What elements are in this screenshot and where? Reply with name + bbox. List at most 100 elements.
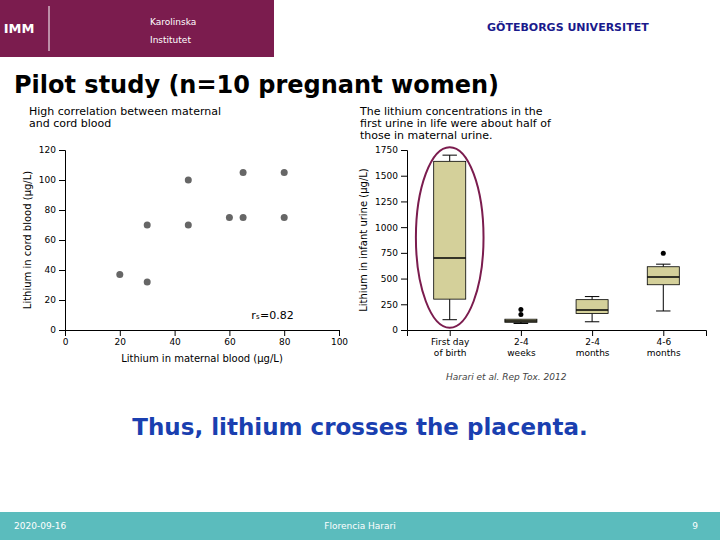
tick-label: 1750 <box>375 145 398 155</box>
tick: 1500 <box>375 171 407 181</box>
points <box>116 169 287 286</box>
point <box>281 214 288 221</box>
whisker-low <box>592 314 593 322</box>
tick: 80 <box>45 205 65 215</box>
median <box>434 257 466 259</box>
tick: 1000 <box>375 223 407 233</box>
point <box>144 222 151 229</box>
box <box>505 307 537 323</box>
tick: 0 <box>392 325 407 335</box>
tick-label: 40 <box>169 337 181 347</box>
cap-low <box>656 310 670 311</box>
tick-mark <box>175 330 176 336</box>
tick: 80 <box>279 330 291 347</box>
tick-mark <box>401 253 407 254</box>
tick-mark <box>229 330 230 336</box>
median <box>647 276 679 278</box>
header-right-text: GÖTEBORGS UNIVERSITET <box>487 20 649 34</box>
tick: 4-6months <box>647 330 681 358</box>
footer-text: Florencia Harari <box>324 521 395 531</box>
tick-mark <box>284 330 285 336</box>
y-axis: 02505007501000125015001750 <box>375 145 407 335</box>
tick-mark <box>59 180 65 181</box>
box <box>434 155 466 320</box>
tick-mark <box>401 176 407 177</box>
tick-label: 120 <box>39 145 56 155</box>
tick-mark <box>59 300 65 301</box>
footer-text: 9 <box>692 521 698 531</box>
bottom-text: Thus, lithium crosses the placenta. <box>132 414 587 440</box>
point <box>185 222 192 229</box>
point <box>240 214 247 221</box>
x-axis: First dayof birth 2-4weeks 2-4months 4-6mon… <box>408 330 707 358</box>
tick-mark <box>59 330 65 331</box>
tick-mark <box>120 330 121 336</box>
chart-title: and cord blood <box>29 117 111 130</box>
tick-label: 1000 <box>375 223 398 233</box>
tick-mark <box>59 240 65 241</box>
tick: 20 <box>45 295 65 305</box>
tick: 0 <box>50 325 65 335</box>
flier <box>518 312 523 317</box>
tick-label: 60 <box>224 337 236 347</box>
tick: 100 <box>331 330 348 347</box>
cap-low <box>443 319 457 320</box>
tick-label: 100 <box>331 337 348 347</box>
y-axis: 020406080100120 <box>39 145 66 335</box>
tick: 40 <box>45 265 65 275</box>
box-body <box>434 161 466 299</box>
scatter-chart: 020406080100020406080100120Lithium in ma… <box>22 145 348 364</box>
tick: 1250 <box>375 197 407 207</box>
header-bar <box>0 0 274 57</box>
tick-mark <box>450 330 451 336</box>
tick: 20 <box>115 330 127 347</box>
tick-label: 750 <box>381 248 398 258</box>
axis-line <box>408 331 707 337</box>
tick: 0 <box>63 330 69 347</box>
cap-high <box>585 296 599 297</box>
chart-title: those in maternal urine. <box>360 129 492 142</box>
tick-mark <box>401 227 407 228</box>
cap-high <box>514 323 528 324</box>
annotation-text: rₛ=0.82 <box>251 309 293 322</box>
tick-label: 20 <box>45 295 57 305</box>
tick-mark <box>663 330 664 336</box>
tick: 100 <box>39 175 65 185</box>
axis-line <box>66 331 340 337</box>
tick-mark <box>59 270 65 271</box>
header-divider <box>49 6 50 51</box>
tick-label: 0 <box>63 337 69 347</box>
flier <box>661 251 666 256</box>
tick-label: 40 <box>45 265 57 275</box>
box-body <box>647 267 679 285</box>
tick-mark <box>401 330 407 331</box>
box <box>647 251 679 311</box>
tick-mark <box>401 150 407 151</box>
y-axis-title: Lithium in cord blood (μg/L) <box>22 171 33 309</box>
footer-bar <box>0 512 720 540</box>
header-text: Karolinska <box>150 17 196 27</box>
tick-mark <box>59 150 65 151</box>
header: IMMKarolinskaInstitutetGÖTEBORGS UNIVERS… <box>0 0 649 57</box>
tick-mark <box>401 279 407 280</box>
tick: First dayof birth <box>431 330 470 358</box>
box-body <box>505 319 537 322</box>
y-axis-title: Lithium in infant urine (μg/L) <box>358 168 369 312</box>
box-body <box>576 300 608 314</box>
tick-mark <box>592 330 593 336</box>
tick-label: 0 <box>392 325 398 335</box>
tick-label: 2-4weeks <box>507 337 536 357</box>
tick-label: 2-4months <box>576 337 610 357</box>
tick-mark <box>401 201 407 202</box>
tick-label: 4-6months <box>647 337 681 357</box>
tick-label: 0 <box>50 325 56 335</box>
tick-mark <box>339 330 340 336</box>
tick: 500 <box>381 274 407 284</box>
annotation: rₛ=0.82 <box>247 307 297 324</box>
flier <box>518 307 523 312</box>
box-chart: First dayof birth 2-4weeks 2-4months 4-6mon… <box>358 145 707 357</box>
median <box>505 320 537 322</box>
tick: 2-4months <box>576 330 610 358</box>
highlight-ellipse <box>416 147 484 328</box>
annotation-box <box>247 307 297 324</box>
